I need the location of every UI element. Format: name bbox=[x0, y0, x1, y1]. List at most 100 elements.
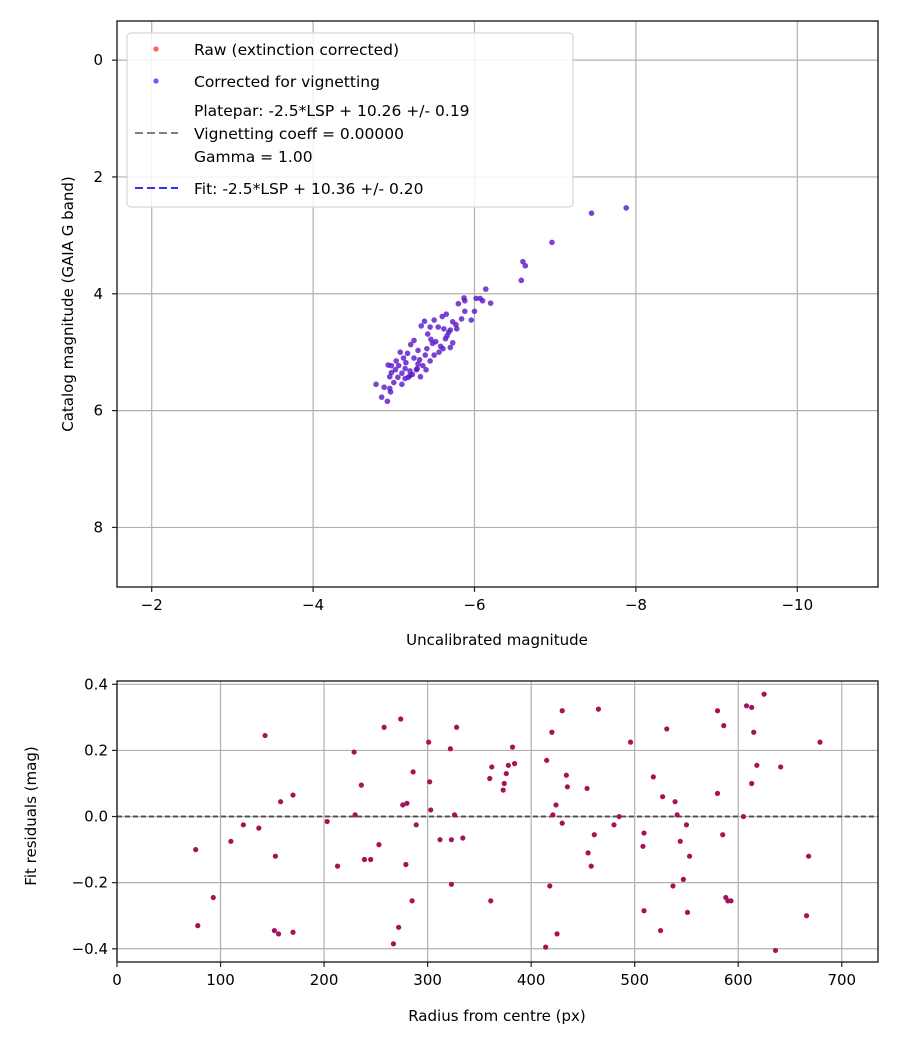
x-tick-label: 500 bbox=[620, 971, 649, 989]
data-point bbox=[468, 317, 475, 323]
residual-point bbox=[563, 772, 569, 778]
y-tick-label: 8 bbox=[93, 518, 103, 536]
residual-point bbox=[361, 856, 368, 863]
residual-point bbox=[641, 908, 647, 914]
data-point bbox=[422, 352, 429, 358]
data-point bbox=[588, 210, 595, 216]
data-point bbox=[424, 331, 431, 337]
residual-point bbox=[721, 723, 727, 729]
legend-raw: Raw (extinction corrected) bbox=[194, 41, 399, 59]
residual-point bbox=[193, 847, 199, 853]
residual-point bbox=[403, 861, 409, 868]
plot-area-bottom bbox=[117, 681, 878, 962]
residual-point bbox=[740, 813, 747, 820]
data-point bbox=[415, 347, 421, 354]
x-tick-label: −6 bbox=[463, 596, 485, 614]
x-axis-label-bottom: Radius from centre (px) bbox=[408, 1007, 586, 1025]
data-point bbox=[462, 297, 468, 304]
axes-frame-bottom bbox=[116, 680, 879, 963]
residual-point bbox=[754, 762, 760, 768]
residual-point bbox=[585, 850, 591, 856]
residual-point bbox=[714, 790, 721, 797]
residual-point bbox=[670, 883, 676, 889]
y-tick-label: 0.2 bbox=[84, 741, 108, 759]
data-point bbox=[400, 355, 407, 361]
raw-dot-icon bbox=[153, 46, 159, 52]
residual-point bbox=[487, 775, 493, 782]
residual-point bbox=[772, 947, 779, 954]
data-point bbox=[378, 394, 385, 400]
axes-frame-top bbox=[116, 20, 879, 588]
data-point bbox=[424, 345, 430, 352]
residual-point bbox=[559, 708, 565, 714]
residual-point bbox=[324, 818, 330, 825]
residual-point bbox=[559, 820, 565, 826]
residual-point bbox=[228, 838, 234, 844]
residual-point bbox=[674, 812, 680, 818]
residual-point bbox=[410, 769, 416, 775]
residual-point bbox=[351, 749, 357, 755]
x-tick-label: −4 bbox=[302, 596, 324, 614]
residual-point bbox=[657, 927, 664, 934]
data-point bbox=[437, 343, 444, 350]
y-tick-label: −0.2 bbox=[72, 874, 108, 892]
data-point bbox=[431, 317, 437, 323]
residual-point bbox=[390, 941, 397, 947]
residual-point bbox=[543, 944, 549, 950]
residual-point bbox=[501, 780, 507, 787]
data-point bbox=[413, 366, 420, 373]
residual-point bbox=[448, 881, 455, 887]
residual-point bbox=[564, 784, 570, 790]
x-tick-label: −2 bbox=[141, 596, 163, 614]
residual-point bbox=[749, 704, 755, 711]
data-point bbox=[431, 352, 437, 358]
residual-point bbox=[210, 894, 216, 901]
residual-point bbox=[426, 739, 432, 745]
residual-point bbox=[334, 863, 341, 869]
residual-point bbox=[611, 822, 617, 828]
residual-point bbox=[277, 799, 284, 805]
residual-point bbox=[500, 787, 506, 793]
data-point bbox=[411, 337, 417, 344]
residual-point bbox=[550, 812, 556, 818]
residual-point bbox=[627, 739, 634, 745]
residual-point bbox=[683, 822, 690, 828]
y-axis-label-top: Catalog magnitude (GAIA G band) bbox=[59, 176, 77, 431]
legend: Raw (extinction corrected) Corrected for… bbox=[126, 32, 574, 208]
y-tick-label: 2 bbox=[93, 168, 103, 186]
residual-point bbox=[271, 927, 277, 934]
y-axis-label-bottom: Fit residuals (mag) bbox=[22, 746, 40, 885]
residual-point bbox=[413, 822, 419, 828]
data-point bbox=[487, 300, 494, 306]
residual-point bbox=[368, 856, 374, 863]
data-point bbox=[393, 358, 400, 364]
residual-point bbox=[509, 744, 516, 750]
residual-point bbox=[428, 807, 434, 813]
residual-point bbox=[437, 837, 443, 843]
residual-point bbox=[376, 842, 382, 848]
x-tick-label: −10 bbox=[781, 596, 813, 614]
residual-point bbox=[595, 706, 602, 712]
residual-point bbox=[554, 931, 560, 937]
residual-point bbox=[409, 898, 415, 904]
data-point bbox=[549, 239, 555, 246]
residual-point bbox=[427, 779, 433, 785]
residual-point bbox=[398, 716, 404, 722]
residual-point bbox=[275, 931, 282, 937]
residual-point bbox=[447, 746, 453, 752]
data-point bbox=[397, 349, 404, 355]
residual-point bbox=[650, 774, 656, 780]
residual-point bbox=[547, 883, 553, 889]
residual-point bbox=[817, 739, 823, 745]
data-point bbox=[443, 311, 450, 318]
residual-point bbox=[400, 802, 406, 808]
residual-point bbox=[396, 924, 402, 930]
residual-point bbox=[262, 732, 268, 739]
x-axis-label-top: Uncalibrated magnitude bbox=[406, 631, 588, 649]
residual-point bbox=[803, 913, 810, 919]
residual-point bbox=[778, 764, 784, 770]
residual-point bbox=[381, 724, 387, 730]
scatter-residuals bbox=[193, 691, 823, 954]
data-point bbox=[391, 379, 397, 386]
